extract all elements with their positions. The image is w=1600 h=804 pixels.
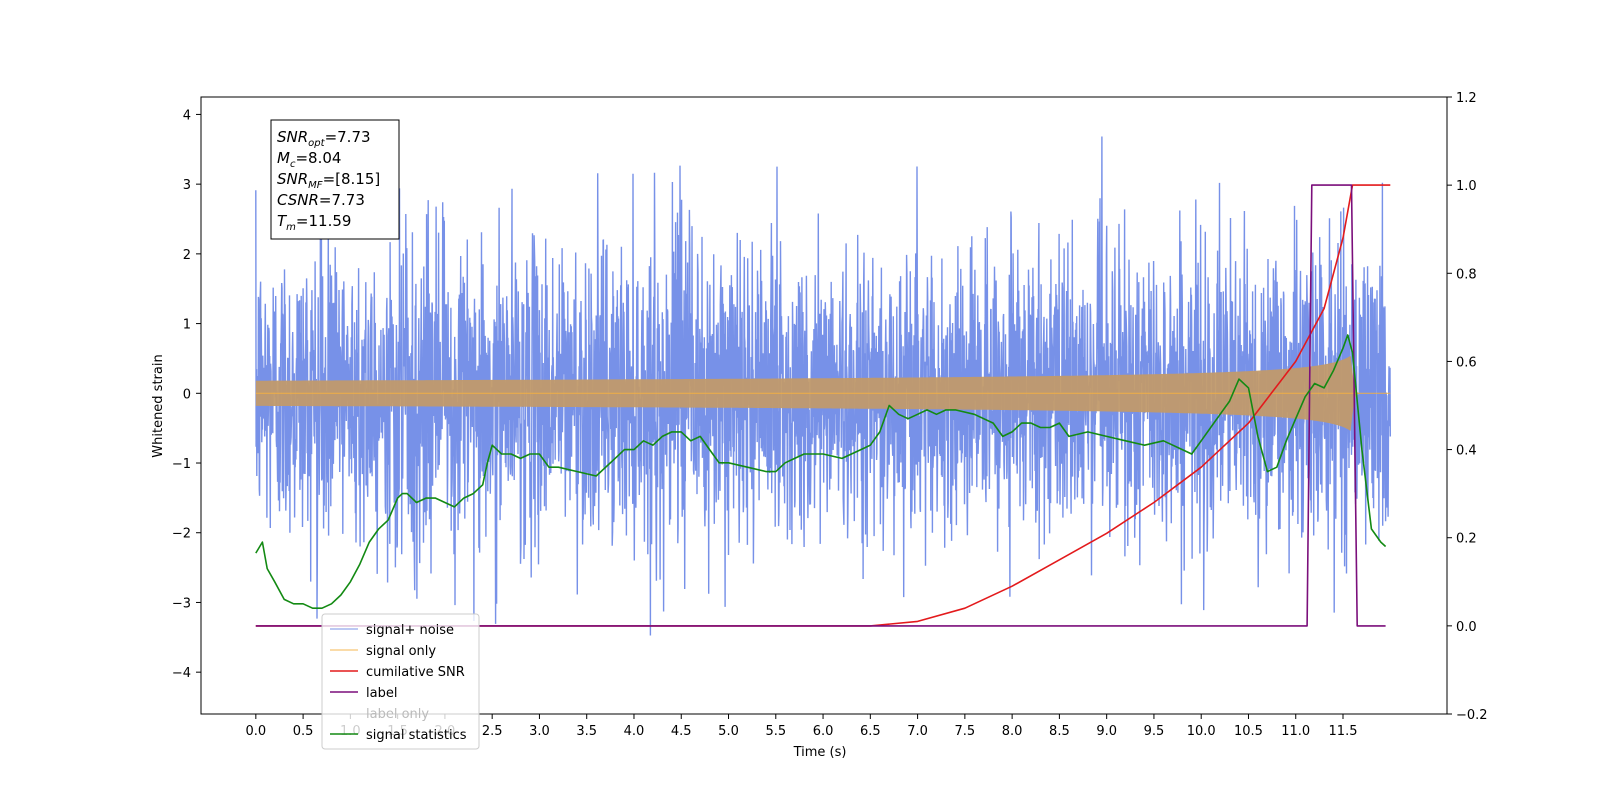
y-tick-label: 1	[183, 318, 191, 333]
y-axis-label: Whitened strain	[151, 354, 166, 457]
y-tick-label: −1	[172, 457, 191, 472]
annotation-box: SNRopt=7.73Mc=8.04SNRMF=[8.15]CSNR=7.73T…	[270, 119, 400, 240]
x-tick-label: 7.5	[955, 724, 976, 739]
annotation-line: SNRopt=7.73	[277, 128, 371, 149]
annotation-value: =[8.15]	[323, 170, 381, 188]
annotation-line: Tm=11.59	[277, 212, 351, 233]
annotation-symbol: SNR	[277, 128, 308, 146]
legend-entry: signal+ noise	[330, 623, 454, 638]
legend-entry: signal statistics	[330, 728, 467, 743]
legend: signal+ noise signal only cumilative SNR la…	[321, 613, 480, 750]
legend-frame	[321, 613, 480, 750]
x-tick-label: 3.5	[576, 724, 597, 739]
y2-tick-label: 0.6	[1456, 355, 1477, 370]
annotation-subscript: m	[286, 222, 296, 233]
x-tick-label: 6.5	[860, 724, 881, 739]
annotation-subscript: MF	[308, 180, 323, 191]
legend-entry: signal only	[330, 644, 436, 659]
x-tick-label: 11.5	[1329, 724, 1358, 739]
x-tick-label: 9.0	[1096, 724, 1117, 739]
y-tick-label: −4	[172, 666, 191, 681]
legend-entry: label only	[366, 707, 429, 722]
legend-label: cumilative SNR	[366, 665, 465, 680]
annotation-value: =7.73	[319, 191, 365, 209]
x-tick-label: 0.0	[245, 724, 266, 739]
series-signal-statistics-line	[255, 334, 1387, 609]
y2-tick-label: −0.2	[1456, 708, 1488, 723]
annotation-value: =11.59	[296, 212, 352, 230]
y-tick-label: −2	[172, 527, 191, 542]
series-label-line	[255, 184, 1386, 627]
y2-tick-label: 0.4	[1456, 444, 1477, 459]
y2-tick-label: 1.0	[1456, 179, 1477, 194]
annotation-value: =7.73	[325, 128, 371, 146]
legend-label: label only	[366, 707, 429, 722]
y2-tick-label: 0.8	[1456, 267, 1477, 282]
series-cumilative-snr-line	[255, 184, 1391, 627]
y2-tick-label: 0.2	[1456, 532, 1477, 547]
annotation-line: SNRMF=[8.15]	[277, 170, 380, 191]
annotation-line: CSNR=7.73	[277, 191, 365, 209]
x-tick-label: 6.0	[813, 724, 834, 739]
x-tick-label: 4.5	[671, 724, 692, 739]
legend-label: signal statistics	[366, 728, 467, 743]
y-tick-label: 3	[183, 178, 191, 193]
x-tick-label: 7.0	[907, 724, 928, 739]
y2-tick-label: 1.2	[1456, 91, 1477, 106]
x-axis-label: Time (s)	[793, 745, 847, 760]
x-tick-label: 8.0	[1002, 724, 1023, 739]
y-axis-left: 4 3 2 1 0 −1 −2 −3 −4	[172, 108, 201, 681]
annotation-symbol: T	[277, 212, 288, 230]
x-tick-label: 5.0	[718, 724, 739, 739]
y2-tick-label: 0.0	[1456, 620, 1477, 635]
legend-entry: cumilative SNR	[330, 665, 465, 680]
annotation-frame	[270, 119, 400, 240]
y-tick-label: 0	[183, 387, 191, 402]
series-layer	[255, 136, 1391, 636]
plot-frame	[200, 96, 1448, 715]
y-axis-right: 1.2 1.0 0.8 0.6 0.4 0.2 0.0 −0.2	[1447, 91, 1488, 723]
legend-label: signal only	[366, 644, 436, 659]
x-tick-label: 10.0	[1187, 724, 1216, 739]
x-tick-label: 3.0	[529, 724, 550, 739]
y-tick-label: −3	[172, 596, 191, 611]
annotation-line: Mc=8.04	[277, 149, 341, 170]
x-tick-label: 4.0	[624, 724, 645, 739]
annotation-subscript: c	[290, 159, 296, 170]
x-tick-label: 8.5	[1049, 724, 1070, 739]
annotation-symbol: M	[277, 149, 290, 167]
annotation-subscript: opt	[308, 138, 325, 149]
legend-entry: label	[330, 686, 397, 701]
annotation-symbol: SNR	[277, 170, 308, 188]
series-signal-noise-line	[255, 136, 1391, 636]
x-tick-label: 5.5	[765, 724, 786, 739]
legend-label: signal+ noise	[366, 623, 454, 638]
annotation-value: =8.04	[295, 149, 341, 167]
y-tick-label: 4	[183, 108, 191, 123]
legend-label: label	[366, 686, 397, 701]
x-tick-label: 0.5	[293, 724, 314, 739]
y-tick-label: 2	[183, 248, 191, 263]
x-tick-label: 9.5	[1144, 724, 1165, 739]
annotation-symbol: CSNR	[277, 191, 319, 209]
x-tick-label: 2.5	[482, 724, 503, 739]
x-tick-label: 11.0	[1281, 724, 1310, 739]
x-tick-label: 10.5	[1234, 724, 1263, 739]
